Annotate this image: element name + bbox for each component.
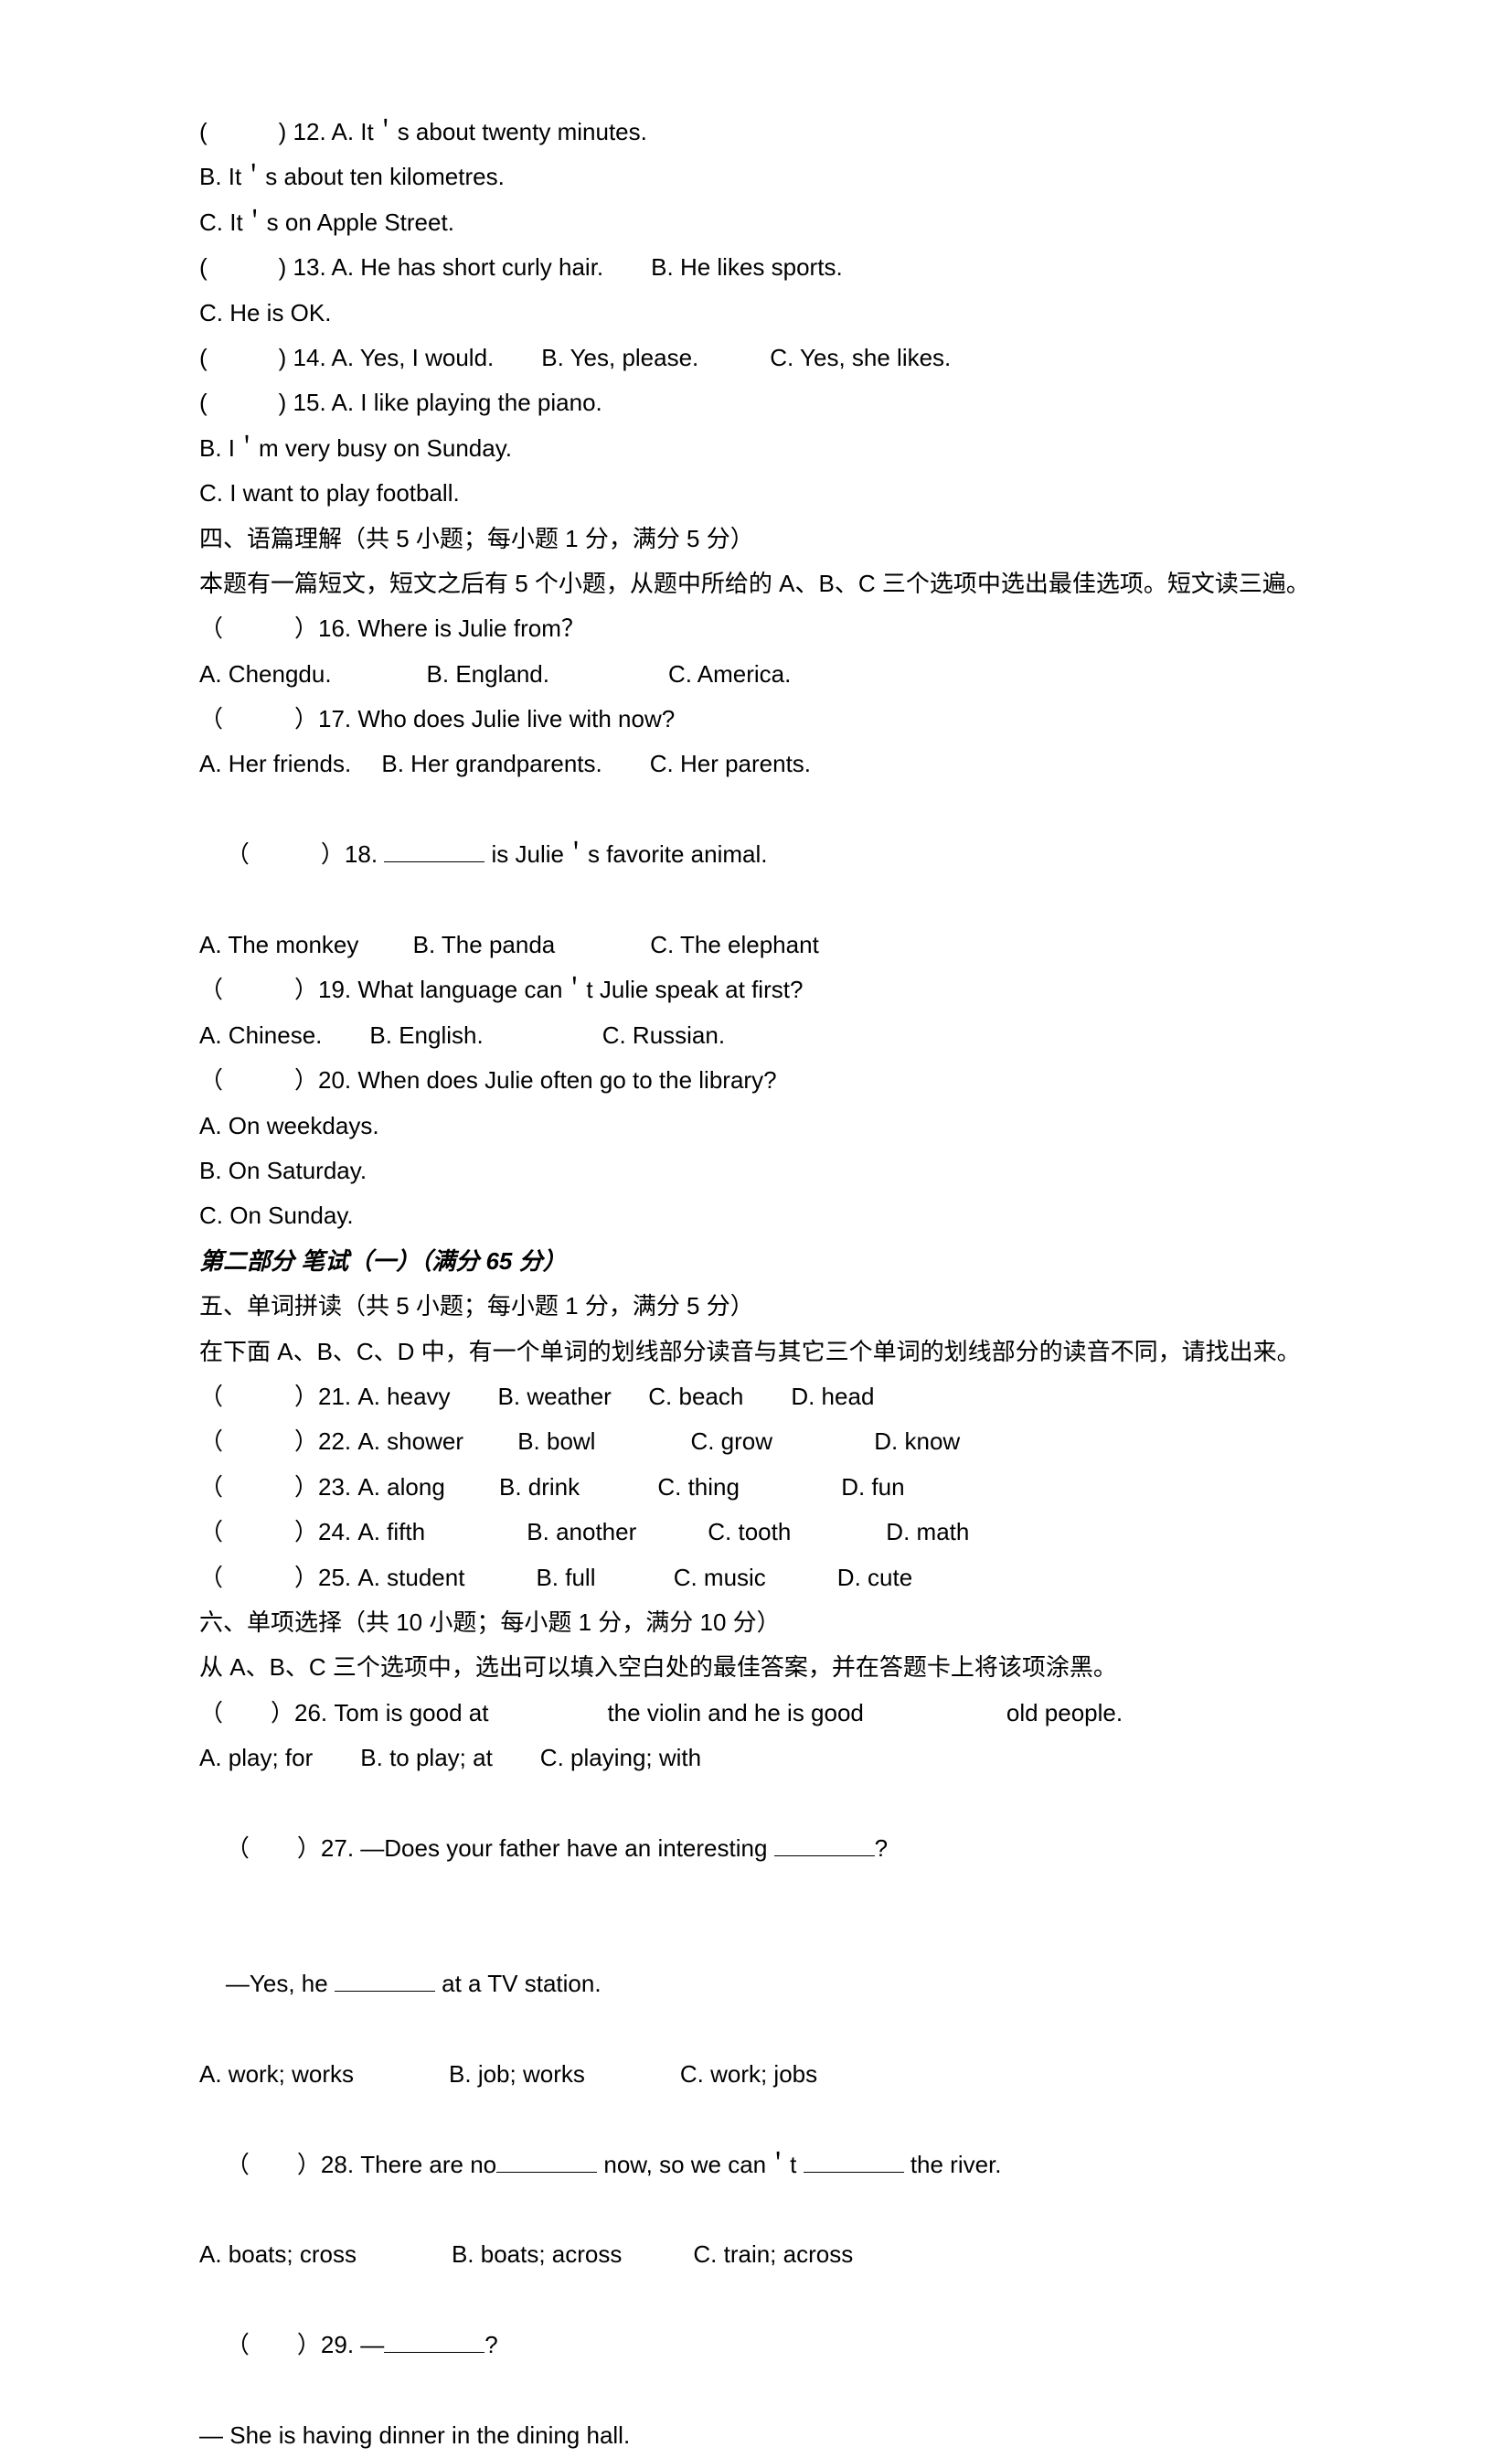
q28-opts: A. boats; cross B. boats; across C. trai… bbox=[155, 2232, 1384, 2277]
q18: （ ）18. is Julie＇s favorite animal. bbox=[155, 787, 1384, 923]
q29: （ ）29. —? bbox=[155, 2278, 1384, 2413]
q27-post: ? bbox=[875, 1834, 888, 1862]
q17: （ ）17. Who does Julie live with now? bbox=[155, 697, 1384, 742]
section6-title: 六、单项选择（共 10 小题；每小题 1 分，满分 10 分） bbox=[155, 1600, 1384, 1645]
q26: （ ）26. Tom is good at the violin and he … bbox=[155, 1691, 1384, 1736]
q21: （ ）21. A. heavy B. weather C. beach D. h… bbox=[155, 1374, 1384, 1419]
q27-ans-pre: —Yes, he bbox=[226, 1970, 335, 1997]
q20-b: B. On Saturday. bbox=[155, 1149, 1384, 1193]
q16: （ ）16. Where is Julie from？ bbox=[155, 606, 1384, 651]
q27-pre: （ ）27. —Does your father have an interes… bbox=[226, 1834, 774, 1862]
q20: （ ）20. When does Julie often go to the l… bbox=[155, 1058, 1384, 1103]
q16-opts: A. Chengdu. B. England. C. America. bbox=[155, 652, 1384, 697]
q19: （ ）19. What language can＇t Julie speak a… bbox=[155, 967, 1384, 1012]
q27-ans: —Yes, he at a TV station. bbox=[155, 1917, 1384, 2052]
q28-mid: now, so we can＇t bbox=[597, 2151, 803, 2178]
q15-b: B. I＇m very busy on Sunday. bbox=[155, 426, 1384, 471]
q20-a: A. On weekdays. bbox=[155, 1104, 1384, 1149]
q24: （ ）24. A. fifth B. another C. tooth D. m… bbox=[155, 1510, 1384, 1555]
blank-icon bbox=[496, 2148, 597, 2173]
q18-pre: （ ）18. bbox=[226, 840, 384, 868]
q28: （ ）28. There are no now, so we can＇t the… bbox=[155, 2097, 1384, 2232]
q28-post: the river. bbox=[904, 2151, 1002, 2178]
blank-icon bbox=[335, 1967, 435, 1992]
q28-pre: （ ）28. There are no bbox=[226, 2151, 496, 2178]
q27-opts: A. work; works B. job; works C. work; jo… bbox=[155, 2052, 1384, 2097]
section5-intro: 在下面 A、B、C、D 中，有一个单词的划线部分读音与其它三个单词的划线部分的读… bbox=[155, 1330, 1384, 1374]
section4-title: 四、语篇理解（共 5 小题；每小题 1 分，满分 5 分） bbox=[155, 517, 1384, 561]
q26-opts: A. play; for B. to play; at C. playing; … bbox=[155, 1736, 1384, 1780]
q12-b: B. It＇s about ten kilometres. bbox=[155, 155, 1384, 199]
q29-post: ? bbox=[484, 2331, 497, 2358]
part2-heading: 第二部分 笔试（一）（满分 65 分） bbox=[155, 1239, 1384, 1284]
q22: （ ）22. A. shower B. bowl C. grow D. know bbox=[155, 1419, 1384, 1464]
section6-intro: 从 A、B、C 三个选项中，选出可以填入空白处的最佳答案，并在答题卡上将该项涂黑… bbox=[155, 1645, 1384, 1690]
q12-a: ( ) 12. A. It＇s about twenty minutes. bbox=[155, 110, 1384, 155]
blank-icon bbox=[384, 2328, 484, 2353]
blank-icon bbox=[804, 2148, 904, 2173]
q27: （ ）27. —Does your father have an interes… bbox=[155, 1780, 1384, 1916]
exam-page: ( ) 12. A. It＇s about twenty minutes. B.… bbox=[0, 0, 1512, 2139]
q23: （ ）23. A. along B. drink C. thing D. fun bbox=[155, 1465, 1384, 1510]
q20-c: C. On Sunday. bbox=[155, 1193, 1384, 1238]
q29-ans: — She is having dinner in the dining hal… bbox=[155, 2413, 1384, 2458]
section4-intro: 本题有一篇短文，短文之后有 5 个小题，从题中所给的 A、B、C 三个选项中选出… bbox=[155, 561, 1384, 606]
q17-opts: A. Her friends. B. Her grandparents. C. … bbox=[155, 742, 1384, 786]
q14: ( ) 14. A. Yes, I would. B. Yes, please.… bbox=[155, 336, 1384, 380]
q29-pre: （ ）29. — bbox=[226, 2331, 384, 2358]
section5-title: 五、单词拼读（共 5 小题；每小题 1 分，满分 5 分） bbox=[155, 1284, 1384, 1329]
q18-post: is Julie＇s favorite animal. bbox=[484, 840, 767, 868]
blank-icon bbox=[774, 1832, 875, 1856]
q19-opts: A. Chinese. B. English. C. Russian. bbox=[155, 1013, 1384, 1058]
q15-c: C. I want to play football. bbox=[155, 471, 1384, 516]
q15-a: ( ) 15. A. I like playing the piano. bbox=[155, 380, 1384, 425]
q27-ans-post: at a TV station. bbox=[435, 1970, 602, 1997]
blank-icon bbox=[384, 838, 484, 862]
q25: （ ）25. A. student B. full C. music D. cu… bbox=[155, 1555, 1384, 1600]
q18-opts: A. The monkey B. The panda C. The elepha… bbox=[155, 923, 1384, 967]
q13-row1: ( ) 13. A. He has short curly hair. B. H… bbox=[155, 245, 1384, 290]
q13-c: C. He is OK. bbox=[155, 291, 1384, 336]
q12-c: C. It＇s on Apple Street. bbox=[155, 200, 1384, 245]
